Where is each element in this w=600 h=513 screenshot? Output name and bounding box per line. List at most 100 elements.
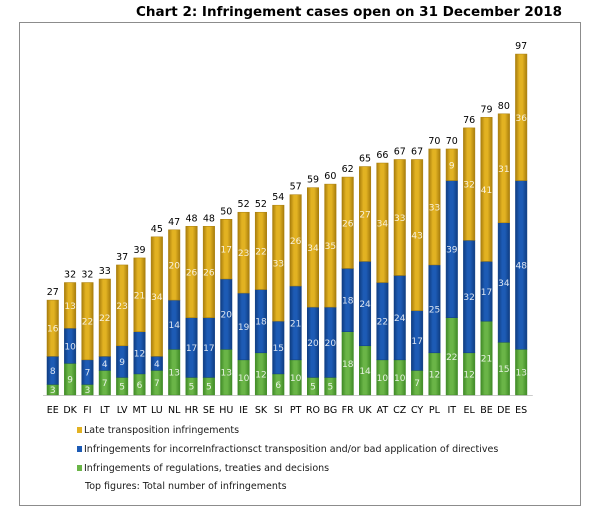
segment-label-segment-late-be: 41 <box>481 186 492 196</box>
segment-label-segment-late-nl: 20 <box>168 261 180 271</box>
segment-label-segment-late-pl: 33 <box>429 203 440 213</box>
bar-segment-late-bg <box>324 183 337 308</box>
x-tick-label-nl: NL <box>168 405 181 416</box>
total-label-sk: 52 <box>255 199 267 210</box>
legend-label-regulations: Infringements of regulations, treaties a… <box>84 463 330 474</box>
bar-segment-late-ie <box>237 211 250 294</box>
total-label-pl: 70 <box>428 136 440 147</box>
segment-label-segment-incorrect-transposition-bg: 20 <box>325 339 337 349</box>
legend-item-incorrect-transposition: Infringements for incorreInfractionsct t… <box>77 444 498 455</box>
x-tick-label-bg: BG <box>323 405 337 416</box>
segment-label-segment-late-lu: 34 <box>151 293 163 303</box>
x-tick-label-hu: HU <box>219 405 233 416</box>
total-label-hr: 48 <box>186 213 198 224</box>
chart-title: Chart 2: Infringement cases open on 31 D… <box>136 4 562 20</box>
total-label-cy: 67 <box>411 146 423 157</box>
segment-label-segment-incorrect-transposition-ee: 8 <box>50 367 56 377</box>
total-label-lv: 37 <box>116 252 128 263</box>
legend-item-late: Late transposition infringements <box>77 425 239 436</box>
segment-label-segment-late-fi: 22 <box>82 318 93 328</box>
total-label-at: 66 <box>376 150 388 161</box>
bar-segment-late-uk <box>359 166 372 262</box>
segment-label-segment-late-ee: 16 <box>47 325 59 335</box>
x-tick-label-at: AT <box>377 405 389 416</box>
segment-label-segment-incorrect-transposition-lt: 4 <box>102 360 108 370</box>
segment-label-segment-incorrect-transposition-si: 15 <box>273 344 284 354</box>
segment-label-segment-regulations-se: 5 <box>206 383 212 393</box>
segment-label-segment-regulations-mt: 6 <box>137 381 143 391</box>
bar-segment-late-cz <box>393 159 406 276</box>
bar-segment-late-at <box>376 162 389 283</box>
x-tick-label-fi: FI <box>83 405 91 416</box>
segment-label-segment-regulations-ie: 10 <box>238 374 250 384</box>
bar-segment-late-ro <box>307 187 319 308</box>
segment-label-segment-late-fr: 26 <box>342 219 354 229</box>
segment-label-segment-late-pt: 26 <box>290 237 302 247</box>
total-label-cz: 67 <box>394 146 406 157</box>
bar-segment-late-sk <box>254 211 267 290</box>
total-label-be: 79 <box>480 104 492 115</box>
bar-segment-late-es <box>515 53 528 181</box>
total-label-es: 97 <box>515 41 527 52</box>
x-tick-label-mt: MT <box>133 405 147 416</box>
total-label-se: 48 <box>203 213 215 224</box>
x-tick-label-fr: FR <box>342 405 354 416</box>
segment-label-segment-regulations-it: 22 <box>446 353 457 363</box>
segment-label-segment-regulations-cy: 7 <box>414 379 420 389</box>
segment-label-segment-regulations-si: 6 <box>275 381 281 391</box>
segment-label-segment-regulations-at: 10 <box>377 374 389 384</box>
x-tick-label-si: SI <box>274 405 283 416</box>
segment-label-segment-incorrect-transposition-pl: 25 <box>429 305 440 315</box>
segment-label-segment-late-lt: 22 <box>99 314 110 324</box>
bar-segment-late-cy <box>411 159 424 311</box>
total-label-ee: 27 <box>47 287 59 298</box>
bar-segment-late-el <box>463 127 476 241</box>
segment-label-segment-regulations-nl: 13 <box>168 369 179 379</box>
segment-label-segment-regulations-de: 15 <box>498 365 509 375</box>
total-label-fi: 32 <box>81 270 93 281</box>
total-label-fr: 62 <box>342 164 354 175</box>
segment-label-segment-late-se: 26 <box>203 268 215 278</box>
x-tick-label-es: ES <box>515 405 527 416</box>
bar-segment-late-hu <box>220 219 233 280</box>
legend-label-incorrect-transposition: Infringements for incorreInfractionsct t… <box>84 444 499 455</box>
total-label-ie: 52 <box>238 199 250 210</box>
legend-swatch-late <box>77 427 82 433</box>
segment-label-segment-regulations-sk: 12 <box>255 370 266 380</box>
total-label-de: 80 <box>498 101 510 112</box>
total-label-nl: 47 <box>168 217 180 228</box>
x-tick-label-se: SE <box>203 405 215 416</box>
x-tick-label-be: BE <box>480 405 493 416</box>
segment-label-segment-late-el: 32 <box>463 181 474 191</box>
total-label-pt: 57 <box>290 182 302 193</box>
segment-label-segment-late-cy: 43 <box>411 232 422 242</box>
legend-item-regulations: Infringements of regulations, treaties a… <box>77 463 329 474</box>
legend-label-late: Late transposition infringements <box>84 425 240 436</box>
segment-label-segment-regulations-dk: 9 <box>67 376 73 386</box>
segment-label-segment-regulations-pl: 12 <box>429 370 440 380</box>
bar-segment-late-lt <box>98 278 111 357</box>
segment-label-segment-incorrect-transposition-uk: 24 <box>359 300 371 310</box>
segment-label-segment-regulations-bg: 5 <box>327 383 333 393</box>
bar-segment-late-be <box>480 117 493 262</box>
bar-segment-late-ee <box>46 299 59 357</box>
x-tick-label-pl: PL <box>429 405 441 416</box>
total-label-mt: 39 <box>133 245 145 256</box>
segment-label-segment-late-mt: 21 <box>134 291 145 301</box>
total-label-ro: 59 <box>307 175 319 186</box>
x-tick-label-lu: LU <box>151 405 163 416</box>
x-tick-label-pt: PT <box>290 405 302 416</box>
segment-label-segment-incorrect-transposition-lv: 9 <box>119 358 125 368</box>
segment-label-segment-late-it: 9 <box>449 161 455 171</box>
segment-label-segment-incorrect-transposition-se: 17 <box>203 344 214 354</box>
legend-swatch-incorrect-transposition <box>77 446 82 452</box>
bar-segment-late-lu <box>150 236 163 357</box>
total-label-lt: 33 <box>99 266 111 277</box>
segment-label-segment-incorrect-transposition-ie: 19 <box>238 323 250 333</box>
segment-label-segment-regulations-cz: 10 <box>394 374 406 384</box>
segment-label-segment-late-uk: 27 <box>359 210 370 220</box>
bar-segment-late-mt <box>133 257 146 332</box>
segment-label-segment-regulations-pt: 10 <box>290 374 302 384</box>
segment-label-segment-regulations-uk: 14 <box>359 367 371 377</box>
